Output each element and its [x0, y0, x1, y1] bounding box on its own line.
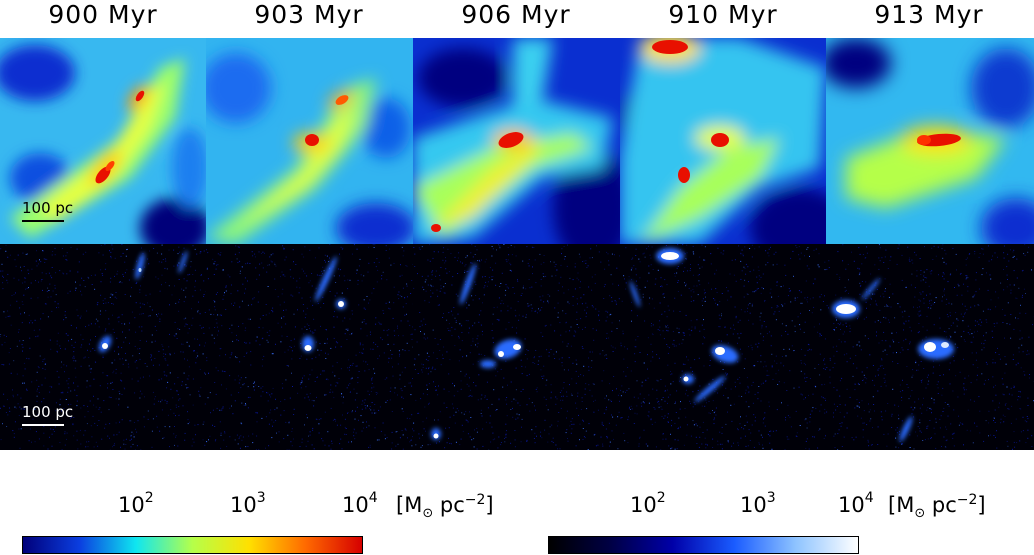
star-map-900 [0, 244, 206, 450]
gas-colorbar-unit: [M⊙ pc−2] [396, 492, 494, 522]
star-colorbar [548, 536, 859, 554]
star-colorbar-unit: [M⊙ pc−2] [888, 492, 986, 522]
scale-bar-label: 100 pc [22, 403, 74, 421]
star-map-910 [620, 244, 826, 450]
gas-map-910 [620, 38, 826, 244]
scale-bar-label: 100 pc [22, 199, 74, 217]
gas-colorbar-tick-1e4: 104 [342, 490, 378, 517]
time-label-913: 913 Myr [874, 0, 984, 29]
gas-map-900 [0, 38, 206, 244]
gas-colorbar-tick-1e3: 103 [230, 490, 266, 517]
time-label-903: 903 Myr [254, 0, 364, 29]
star-colorbar-tick-1e2: 102 [630, 490, 666, 517]
star-colorbar-tick-1e3: 103 [740, 490, 776, 517]
star-map-903 [206, 244, 413, 450]
star-scale-bar: 100 pc [22, 404, 73, 426]
gas-map-903 [206, 38, 413, 244]
scale-bar-line [22, 220, 64, 222]
gas-colorbar-tick-1e2: 102 [118, 490, 154, 517]
gas-colorbar [22, 536, 363, 554]
time-label-910: 910 Myr [668, 0, 778, 29]
star-map-906 [413, 244, 620, 450]
gas-map-913 [826, 38, 1034, 244]
gas-scale-bar: 100 pc [22, 200, 73, 222]
star-map-913 [826, 244, 1034, 450]
time-label-906: 906 Myr [461, 0, 571, 29]
time-label-900: 900 Myr [48, 0, 158, 29]
scale-bar-line [22, 424, 64, 426]
star-colorbar-tick-1e4: 104 [838, 490, 874, 517]
gas-map-906 [413, 38, 620, 244]
